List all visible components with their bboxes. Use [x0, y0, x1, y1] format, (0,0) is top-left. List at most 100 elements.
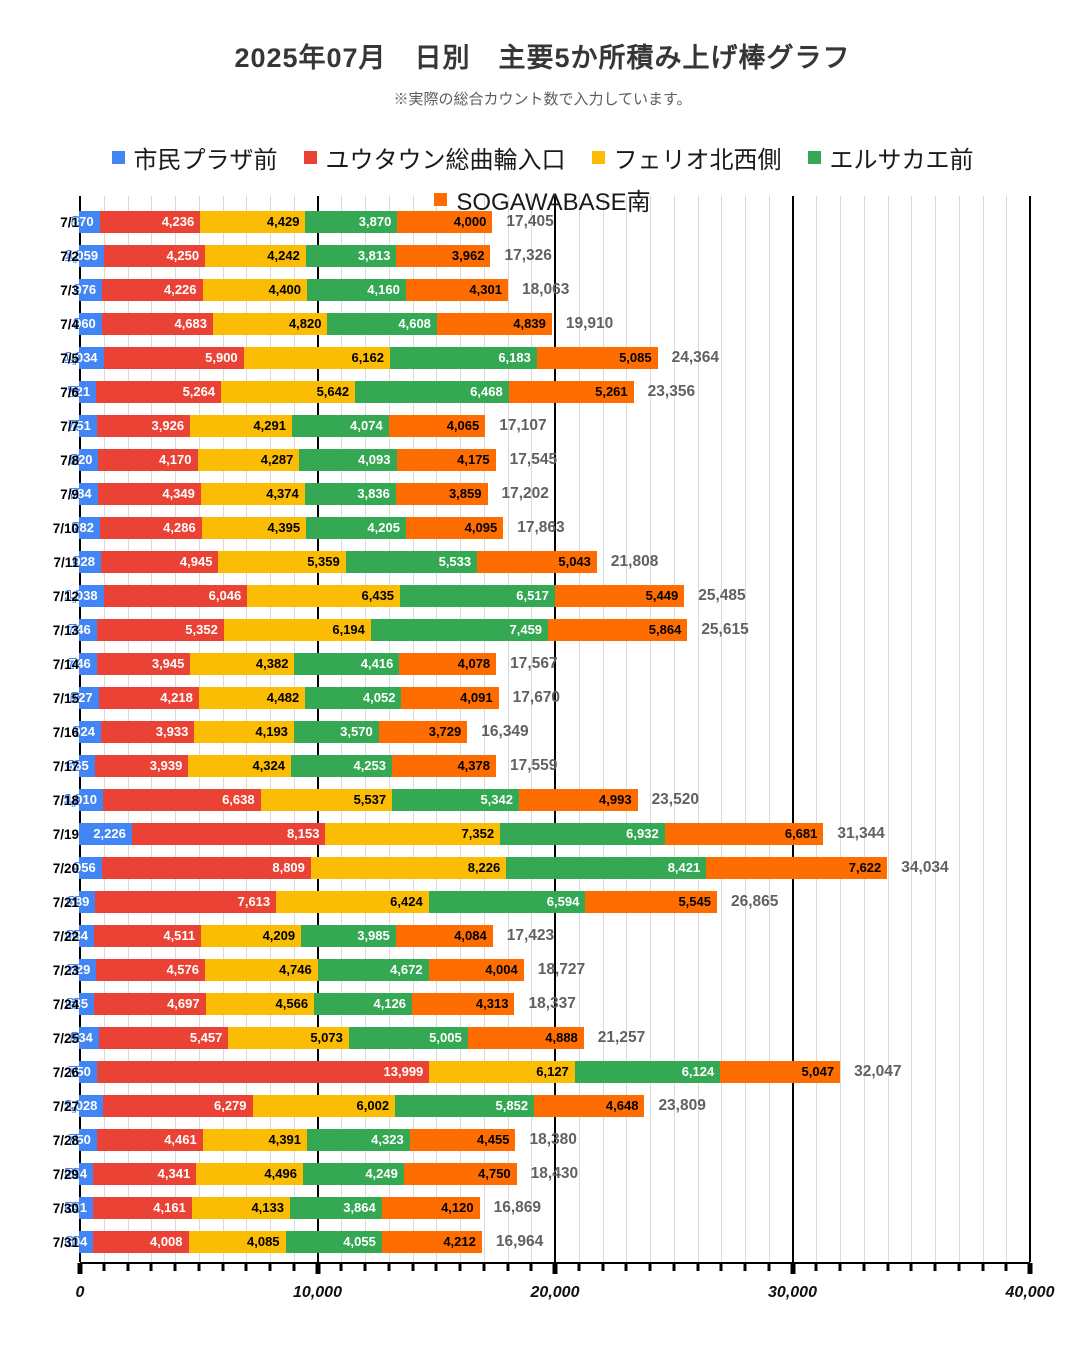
- bar-segment-series-5[interactable]: 4,648: [534, 1095, 645, 1117]
- bar-segment-series-2[interactable]: 3,933: [100, 721, 195, 743]
- bar-segment-series-4[interactable]: 4,074: [291, 415, 389, 437]
- bar-segment-series-1[interactable]: 870: [72, 211, 100, 233]
- bar-segment-series-3[interactable]: 4,287: [197, 449, 300, 471]
- bar-segment-series-3[interactable]: 5,359: [218, 551, 346, 573]
- bar-segment-series-2[interactable]: 4,697: [94, 993, 206, 1015]
- bar-segment-series-4[interactable]: 6,594: [428, 891, 586, 913]
- bar-segment-series-2[interactable]: 3,926: [96, 415, 191, 437]
- bar-segment-series-2[interactable]: 8,153: [131, 823, 326, 845]
- bar-segment-series-5[interactable]: 4,455: [409, 1129, 516, 1151]
- bar-segment-series-5[interactable]: 7,622: [706, 857, 888, 879]
- bar-segment-series-1[interactable]: 594: [65, 1163, 94, 1185]
- bar-segment-series-5[interactable]: 5,864: [548, 619, 688, 641]
- bar-segment-series-3[interactable]: 5,642: [221, 381, 356, 403]
- bar-segment-series-3[interactable]: 4,374: [200, 483, 305, 505]
- bar-segment-series-1[interactable]: 924: [73, 721, 101, 743]
- bar-segment-series-4[interactable]: 5,005: [348, 1027, 468, 1049]
- bar-segment-series-1[interactable]: 634: [66, 925, 95, 947]
- bar-segment-series-5[interactable]: 5,545: [585, 891, 717, 913]
- bar-segment-series-3[interactable]: 4,291: [190, 415, 292, 437]
- bar-segment-series-5[interactable]: 5,085: [536, 347, 658, 369]
- bar-segment-series-1[interactable]: 591: [65, 1197, 94, 1219]
- bar-segment-series-4[interactable]: 4,416: [294, 653, 400, 675]
- bar-segment-series-3[interactable]: 4,746: [204, 959, 318, 981]
- bar-segment-series-3[interactable]: 4,391: [202, 1129, 308, 1151]
- bar-segment-series-2[interactable]: 4,008: [93, 1231, 189, 1253]
- bar-segment-series-2[interactable]: 8,809: [101, 857, 311, 879]
- legend-item-4[interactable]: エルサカエ前: [807, 140, 974, 175]
- bar-segment-series-1[interactable]: 1,038: [65, 585, 104, 607]
- bar-segment-series-1[interactable]: 956: [74, 857, 102, 879]
- bar-segment-series-3[interactable]: 4,820: [213, 313, 328, 335]
- bar-segment-series-1[interactable]: 820: [71, 449, 99, 471]
- bar-segment-series-2[interactable]: 4,236: [99, 211, 201, 233]
- bar-segment-series-1[interactable]: 1,010: [64, 789, 103, 811]
- bar-segment-series-5[interactable]: 6,681: [664, 823, 824, 845]
- bar-segment-series-2[interactable]: 4,511: [94, 925, 202, 947]
- bar-segment-series-5[interactable]: 4,839: [436, 313, 552, 335]
- bar-segment-series-1[interactable]: 746: [69, 653, 97, 675]
- bar-segment-series-5[interactable]: 4,065: [388, 415, 486, 437]
- bar-segment-series-1[interactable]: 882: [72, 517, 100, 539]
- bar-segment-series-2[interactable]: 4,461: [96, 1129, 203, 1151]
- bar-segment-series-1[interactable]: 2,226: [79, 823, 132, 845]
- bar-segment-series-2[interactable]: 4,576: [96, 959, 205, 981]
- bar-segment-series-1[interactable]: 976: [74, 279, 103, 301]
- bar-segment-series-4[interactable]: 4,160: [307, 279, 406, 301]
- bar-segment-series-2[interactable]: 4,250: [104, 245, 206, 267]
- bar-segment-series-1[interactable]: 1,034: [65, 347, 104, 369]
- bar-segment-series-4[interactable]: 3,836: [304, 483, 396, 505]
- bar-segment-series-3[interactable]: 6,162: [243, 347, 391, 369]
- bar-segment-series-4[interactable]: 6,517: [400, 585, 555, 607]
- bar-segment-series-1[interactable]: 1,059: [66, 245, 105, 267]
- bar-segment-series-4[interactable]: 5,852: [395, 1095, 535, 1117]
- bar-segment-series-3[interactable]: 7,352: [325, 823, 501, 845]
- bar-segment-series-4[interactable]: 4,608: [327, 313, 437, 335]
- bar-segment-series-4[interactable]: 6,932: [500, 823, 665, 845]
- bar-segment-series-1[interactable]: 928: [73, 551, 102, 573]
- bar-segment-series-1[interactable]: 750: [69, 1129, 97, 1151]
- bar-segment-series-2[interactable]: 13,999: [96, 1061, 430, 1083]
- bar-segment-series-3[interactable]: 4,382: [190, 653, 295, 675]
- bar-segment-series-2[interactable]: 4,161: [93, 1197, 192, 1219]
- bar-segment-series-3[interactable]: 6,002: [252, 1095, 396, 1117]
- legend-item-5[interactable]: SOGAWABASE南: [434, 182, 651, 217]
- bar-segment-series-3[interactable]: 4,400: [202, 279, 308, 301]
- bar-segment-series-1[interactable]: 746: [69, 619, 97, 641]
- bar-segment-series-5[interactable]: 5,261: [508, 381, 634, 403]
- bar-segment-series-1[interactable]: 834: [71, 1027, 99, 1049]
- bar-segment-series-5[interactable]: 4,000: [397, 211, 493, 233]
- bar-segment-series-1[interactable]: 750: [69, 1061, 97, 1083]
- bar-segment-series-2[interactable]: 5,352: [96, 619, 224, 641]
- bar-segment-series-2[interactable]: 4,218: [98, 687, 199, 709]
- bar-segment-series-2[interactable]: 4,945: [101, 551, 219, 573]
- bar-segment-series-4[interactable]: 4,093: [299, 449, 397, 471]
- bar-segment-series-4[interactable]: 5,533: [345, 551, 478, 573]
- bar-segment-series-4[interactable]: 8,421: [506, 857, 707, 879]
- bar-segment-series-2[interactable]: 6,046: [103, 585, 248, 607]
- bar-segment-series-3[interactable]: 4,193: [194, 721, 294, 743]
- bar-segment-series-4[interactable]: 4,249: [302, 1163, 404, 1185]
- bar-segment-series-2[interactable]: 5,900: [103, 347, 244, 369]
- bar-segment-series-2[interactable]: 4,226: [102, 279, 203, 301]
- bar-segment-series-3[interactable]: 4,133: [191, 1197, 290, 1219]
- bar-segment-series-2[interactable]: 4,349: [97, 483, 201, 505]
- bar-segment-series-5[interactable]: 4,378: [392, 755, 496, 777]
- bar-segment-series-5[interactable]: 4,993: [518, 789, 638, 811]
- bar-segment-series-3[interactable]: 4,209: [201, 925, 302, 947]
- bar-segment-series-2[interactable]: 6,638: [102, 789, 261, 811]
- bar-segment-series-4[interactable]: 4,672: [317, 959, 429, 981]
- bar-segment-series-4[interactable]: 6,124: [574, 1061, 721, 1083]
- bar-segment-series-5[interactable]: 5,043: [477, 551, 597, 573]
- bar-segment-series-3[interactable]: 6,194: [223, 619, 371, 641]
- bar-segment-series-2[interactable]: 4,683: [101, 313, 214, 335]
- legend-item-2[interactable]: ユウタウン総曲輪入口: [303, 140, 566, 175]
- bar-segment-series-5[interactable]: 4,004: [428, 959, 524, 981]
- bar-segment-series-2[interactable]: 5,264: [96, 381, 222, 403]
- bar-segment-series-5[interactable]: 3,962: [396, 245, 491, 267]
- bar-segment-series-5[interactable]: 4,095: [405, 517, 504, 539]
- bar-segment-series-3[interactable]: 4,566: [205, 993, 315, 1015]
- bar-segment-series-4[interactable]: 6,183: [390, 347, 537, 369]
- bar-segment-series-2[interactable]: 3,939: [94, 755, 189, 777]
- bar-segment-series-3[interactable]: 4,395: [201, 517, 307, 539]
